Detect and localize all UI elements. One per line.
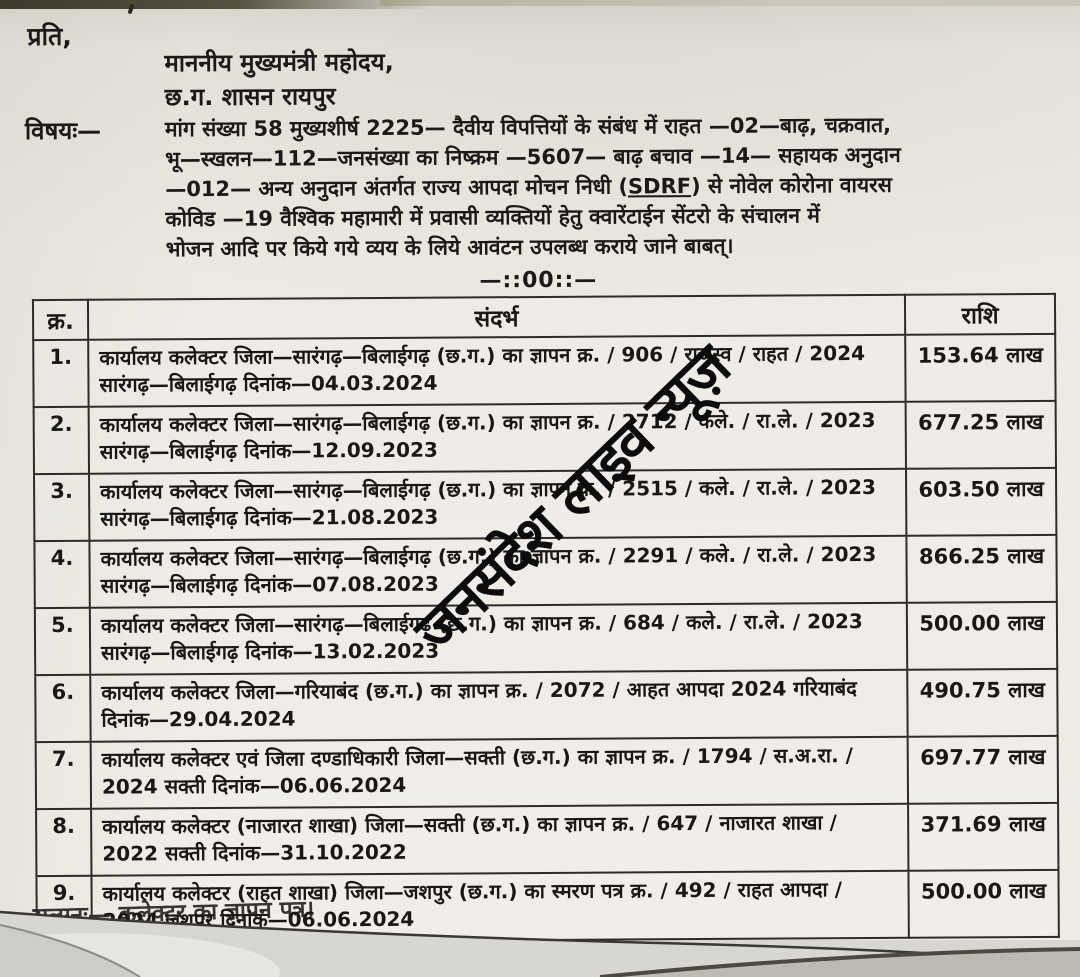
header-sno: क्र. <box>32 299 89 341</box>
addressee-line-1: माननीय मुख्यमंत्री महोदय, <box>164 47 394 78</box>
row-amount: 490.75 लाख <box>907 668 1058 737</box>
table-header-row: क्र. संदर्भ राशि <box>32 293 1056 341</box>
row-amount: 697.77 लाख <box>907 735 1059 804</box>
row-sno: 5. <box>34 607 91 676</box>
row-amount: 677.25 लाख <box>905 400 1056 469</box>
row-amount: 371.69 लाख <box>908 802 1059 871</box>
table-row: 5. कार्यालय कलेक्टर जिला—सारंगढ़—बिलाईगढ… <box>34 601 1058 676</box>
subject-text: मांग संख्या 58 मुख्यशीर्ष 2225— दैवीय वि… <box>165 109 1071 265</box>
row-amount: 500.00 लाख <box>906 601 1058 670</box>
row-sno: 1. <box>33 339 89 408</box>
row-amount: 603.50 लाख <box>905 467 1057 536</box>
row-sno: 2. <box>33 406 90 475</box>
table-row: 2. कार्यालय कलेक्टर जिला—सारंगढ़—बिलाईगढ… <box>33 400 1056 475</box>
header-amount: राशि <box>904 293 1056 335</box>
subject-line-3-pre: —012— अन्य अनुदान अंतर्गत राज्य आपदा मोच… <box>165 174 629 202</box>
photo-top-edge-dark <box>0 0 430 9</box>
row-amount: 866.25 लाख <box>906 534 1057 603</box>
row-sno: 8. <box>36 808 92 877</box>
table-row: 1. कार्यालय कलेक्टर जिला—सारंगढ़—बिलाईगढ… <box>33 333 1056 408</box>
paper-sheet <box>0 0 1080 940</box>
reference-table-body: 1. कार्यालय कलेक्टर जिला—सारंगढ़—बिलाईगढ… <box>33 333 1059 944</box>
row-reference: कार्यालय कलेक्टर एवं जिला दण्डाधिकारी जि… <box>90 736 909 809</box>
row-sno: 3. <box>34 473 90 542</box>
table-row: 7. कार्यालय कलेक्टर एवं जिला दण्डाधिकारी… <box>35 735 1059 810</box>
subject-label: विषयः— <box>24 116 102 146</box>
table-row: 6. कार्यालय कलेक्टर जिला—गरियाबंद (छ.ग.)… <box>35 668 1058 743</box>
row-sno: 4. <box>34 540 90 609</box>
subject-line-5: भोजन आदि पर किये गये व्यय के लिये आवंटन … <box>165 233 734 262</box>
row-reference: कार्यालय कलेक्टर (नाजारत शाखा) जिला—सक्त… <box>91 803 909 876</box>
salutation: प्रति, <box>27 21 72 52</box>
table-row: 8. कार्यालय कलेक्टर (नाजारत शाखा) जिला—स… <box>36 802 1059 877</box>
reference-table: क्र. संदर्भ राशि 1. कार्यालय कलेक्टर जिल… <box>31 292 1060 945</box>
row-sno: 6. <box>35 674 91 743</box>
row-sno: 7. <box>35 741 92 810</box>
addressee-line-2: छ.ग. शासन रायपुर <box>164 82 336 112</box>
row-reference: कार्यालय कलेक्टर जिला—गरियाबंद (छ.ग.) का… <box>90 669 908 742</box>
row-reference: कार्यालय कलेक्टर जिला—सारंगढ़—बिलाईगढ़ (… <box>88 401 906 474</box>
photo-top-edge-faint <box>380 0 1080 6</box>
subject-line-3-post: ) से नोवेल कोरोना वायरस <box>691 172 892 199</box>
row-amount: 153.64 लाख <box>905 333 1056 402</box>
paper-bottom-edge <box>0 910 1080 977</box>
sdrf-abbreviation: SDRF <box>627 174 692 199</box>
